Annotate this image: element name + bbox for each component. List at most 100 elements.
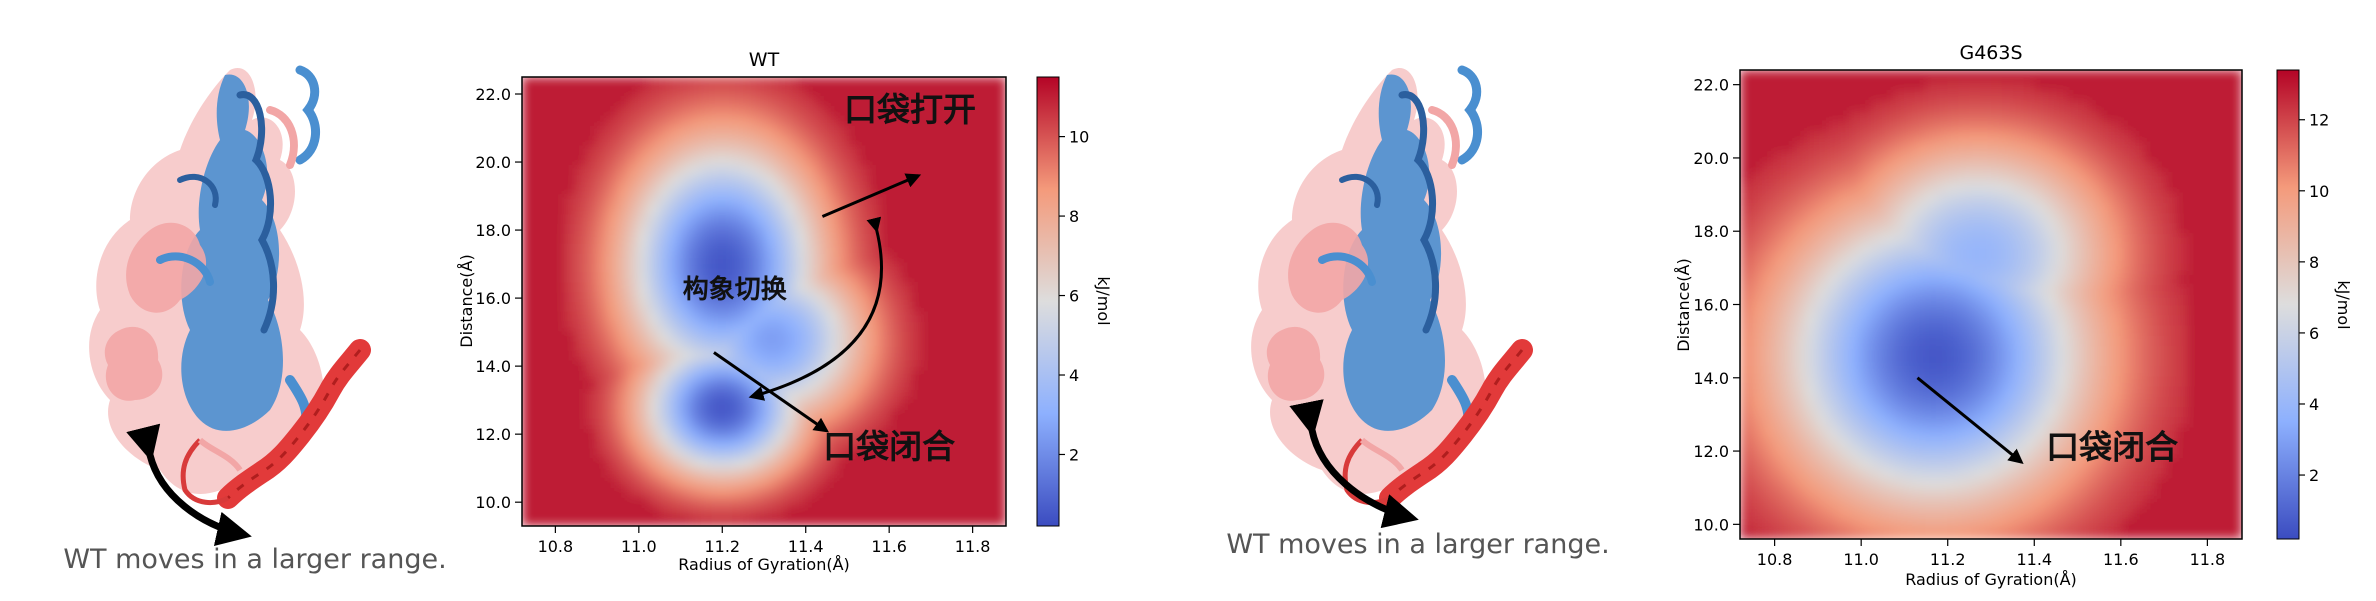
heatmap-cell <box>1914 406 1927 418</box>
heatmap-cell <box>1958 508 1970 520</box>
heatmap-cell <box>2012 141 2025 153</box>
heatmap-cell <box>2078 508 2090 520</box>
heatmap-cell <box>1761 396 1774 408</box>
heatmap-cell <box>627 184 639 195</box>
heatmap-cell <box>669 477 681 488</box>
heatmap-cell <box>2089 498 2101 509</box>
heatmap-cell <box>1936 335 1948 346</box>
heatmap-cell <box>690 184 702 195</box>
heatmap-cell <box>785 194 797 205</box>
heatmap-cell <box>848 242 860 254</box>
heatmap-cell <box>764 164 776 176</box>
heatmap-cell <box>774 77 786 88</box>
heatmap-cell <box>900 282 912 293</box>
heatmap-cell <box>721 350 733 361</box>
heatmap-cell <box>858 282 870 293</box>
heatmap-cell <box>1969 416 1981 428</box>
heatmap-cell <box>1838 233 1850 244</box>
heatmap-cell <box>732 496 744 508</box>
heatmap-cell <box>627 360 639 371</box>
heatmap-cell <box>690 311 702 322</box>
heatmap-cell <box>848 262 860 273</box>
heatmap-cell <box>2023 253 2036 265</box>
heatmap-cell <box>1925 498 1937 509</box>
heatmap-cell <box>1849 253 1861 265</box>
heatmap-cell <box>2012 437 2025 448</box>
heatmap-cell <box>1827 172 1839 183</box>
heatmap-cell <box>732 106 744 117</box>
heatmap-cell <box>827 272 839 283</box>
heatmap-cell <box>1903 345 1916 357</box>
heatmap-cell <box>795 194 807 205</box>
heatmap-cell <box>1969 467 1981 479</box>
heatmap-cell <box>679 379 691 390</box>
heatmap-cell <box>574 262 586 273</box>
heatmap-cell <box>879 360 891 371</box>
heatmap-cell <box>2034 488 2047 499</box>
heatmap-cell <box>2078 437 2090 448</box>
heatmap-cell <box>795 86 807 98</box>
heatmap-cell <box>2034 212 2047 224</box>
heatmap-cell <box>774 467 786 478</box>
heatmap-cell <box>1794 172 1807 183</box>
heatmap-cell <box>890 282 902 293</box>
heatmap-cell <box>806 262 818 273</box>
heatmap-cell <box>1871 345 1883 357</box>
heatmap-cell <box>1761 304 1774 316</box>
heatmap-cell <box>1761 457 1774 469</box>
heatmap-cell <box>816 174 828 185</box>
heatmap-cell <box>2078 416 2090 428</box>
heatmap-cell <box>785 428 797 439</box>
heatmap-cell <box>648 106 660 117</box>
heatmap-cell <box>806 272 818 283</box>
heatmap-cell <box>1914 100 1927 112</box>
heatmap-cell <box>1750 396 1763 408</box>
heatmap-cell <box>2078 110 2090 122</box>
heatmap-cell <box>1761 202 1774 214</box>
heatmap-cell <box>2034 243 2047 255</box>
heatmap-cell <box>2078 100 2090 112</box>
heatmap-cell <box>785 77 797 88</box>
heatmap-cell <box>711 155 723 166</box>
heatmap-cell <box>1838 457 1850 469</box>
heatmap-cell <box>1980 151 1992 163</box>
caption-2: WT moves in a larger range. <box>1226 529 1609 560</box>
heatmap-cell <box>2045 131 2058 142</box>
heatmap-cell <box>1805 182 1817 193</box>
heatmap-cell <box>2100 141 2112 153</box>
heatmap-cell <box>2034 263 2047 275</box>
heatmap-cell <box>1827 498 1839 509</box>
heatmap-cell <box>2154 263 2167 275</box>
heatmap-cell <box>2089 212 2101 224</box>
heatmap-cell <box>1892 324 1905 336</box>
heatmap-cell <box>721 516 733 526</box>
heatmap-cell <box>1958 263 1970 275</box>
heatmap-cell <box>700 233 712 244</box>
heatmap-cell <box>743 203 755 215</box>
heatmap-cell <box>721 194 733 205</box>
heatmap-cell <box>1838 202 1850 214</box>
heatmap-cell <box>721 135 733 146</box>
heatmap-cell <box>806 242 818 254</box>
heatmap-cell <box>2056 243 2068 255</box>
heatmap-cell <box>816 379 828 390</box>
heatmap-cell <box>2154 253 2167 265</box>
heatmap-cell <box>785 233 797 244</box>
heatmap-cell <box>1980 284 1992 295</box>
heatmap-cell <box>2089 345 2101 357</box>
heatmap-cell <box>1761 437 1774 448</box>
heatmap-cell <box>1860 406 1872 418</box>
heatmap-cell <box>1860 426 1872 438</box>
heatmap-cell <box>1871 447 1883 458</box>
heatmap-cell <box>574 291 586 303</box>
heatmap-cell <box>848 252 860 264</box>
heatmap-cell <box>616 379 628 390</box>
heatmap-cell <box>2143 406 2156 418</box>
heatmap-cell <box>1914 253 1927 265</box>
heatmap-cell <box>2045 253 2058 265</box>
heatmap-cell <box>1947 172 1959 183</box>
heatmap-cell <box>2001 426 2014 438</box>
heatmap-cell <box>1761 365 1774 377</box>
heatmap-cell <box>2001 406 2014 418</box>
heatmap-cell <box>595 369 607 381</box>
